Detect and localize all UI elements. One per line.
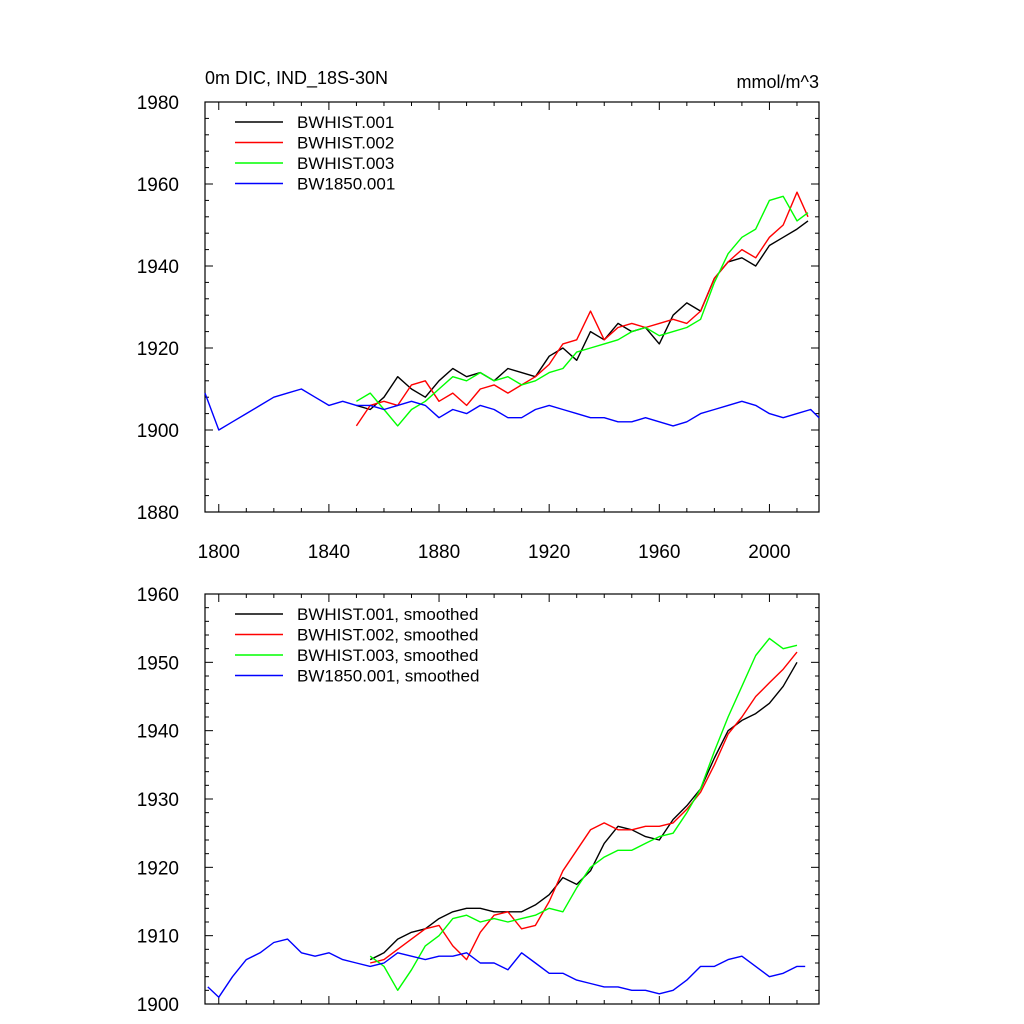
y-tick-label: 1950 bbox=[137, 653, 179, 674]
chart-panel-bottom: 1900 1910 1920 1930 1940 1950 1960 BWHIST.001, … bbox=[137, 585, 820, 1016]
legend-label: BWHIST.003 bbox=[297, 154, 394, 173]
y-tick-label: 1920 bbox=[137, 858, 179, 879]
series-line-bwhist-003-smoothed bbox=[369, 637, 798, 991]
legend-label: BW1850.001, smoothed bbox=[297, 667, 479, 686]
y-tick-label: 1930 bbox=[137, 790, 179, 811]
plot-frame bbox=[204, 101, 820, 513]
series-line-bw1850-001 bbox=[204, 388, 820, 431]
legend-label: BWHIST.003, smoothed bbox=[297, 646, 478, 665]
x-tick-label: 1960 bbox=[638, 542, 680, 563]
legend-label: BWHIST.002 bbox=[297, 134, 394, 153]
series-line-bwhist-002 bbox=[355, 191, 809, 427]
y-tick-label: 1940 bbox=[137, 722, 179, 743]
series-line-bw1850-001-smoothed bbox=[207, 938, 806, 998]
x-tick-label: 1880 bbox=[418, 542, 460, 563]
x-tick-label: 1800 bbox=[198, 542, 240, 563]
y-tick-label: 1980 bbox=[137, 93, 179, 114]
y-tick-label: 1920 bbox=[137, 339, 179, 360]
x-tick-label: 1920 bbox=[528, 542, 570, 563]
legend-label: BWHIST.001 bbox=[297, 113, 394, 132]
y-tick-label: 1880 bbox=[137, 503, 179, 524]
y-tick-label: 1960 bbox=[137, 175, 179, 196]
units-label: mmol/m^3 bbox=[737, 72, 819, 92]
series-line-bwhist-003 bbox=[356, 195, 809, 427]
x-tick-label: 1840 bbox=[308, 542, 350, 563]
series-line-bwhist-002-smoothed bbox=[370, 651, 798, 964]
legend-label: BWHIST.001, smoothed bbox=[297, 605, 478, 624]
series-line-bwhist-001 bbox=[356, 220, 809, 411]
y-tick-label: 1900 bbox=[137, 421, 179, 442]
legend-label: BWHIST.002, smoothed bbox=[297, 626, 478, 645]
y-tick-label: 1960 bbox=[137, 585, 179, 606]
y-tick-label: 1910 bbox=[137, 927, 179, 948]
y-tick-label: 1940 bbox=[137, 257, 179, 278]
chart-title: 0m DIC, IND_18S-30N bbox=[205, 68, 388, 89]
chart-panel-top: 1800 1840 1880 1920 1960 2000 1880 1900 1920 1940… bbox=[137, 93, 820, 563]
legend-label: BW1850.001 bbox=[297, 175, 395, 194]
x-tick-label: 2000 bbox=[748, 542, 790, 563]
y-tick-label: 1900 bbox=[137, 995, 179, 1016]
